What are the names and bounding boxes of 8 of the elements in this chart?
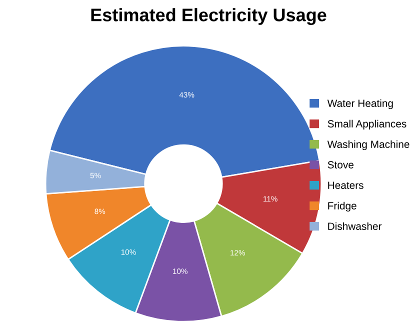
legend-label: Water Heating [327,99,393,110]
legend-label: Stove [328,161,354,168]
legend-label: Heaters [328,182,364,189]
legend-label: Washing Machine [327,140,410,150]
legend-label: Dishwasher [328,222,382,230]
chart-title: Estimated Electricity Usage [91,8,326,26]
legend-label: Small Appliances [328,120,406,130]
legend-label: Fridge [328,202,356,212]
